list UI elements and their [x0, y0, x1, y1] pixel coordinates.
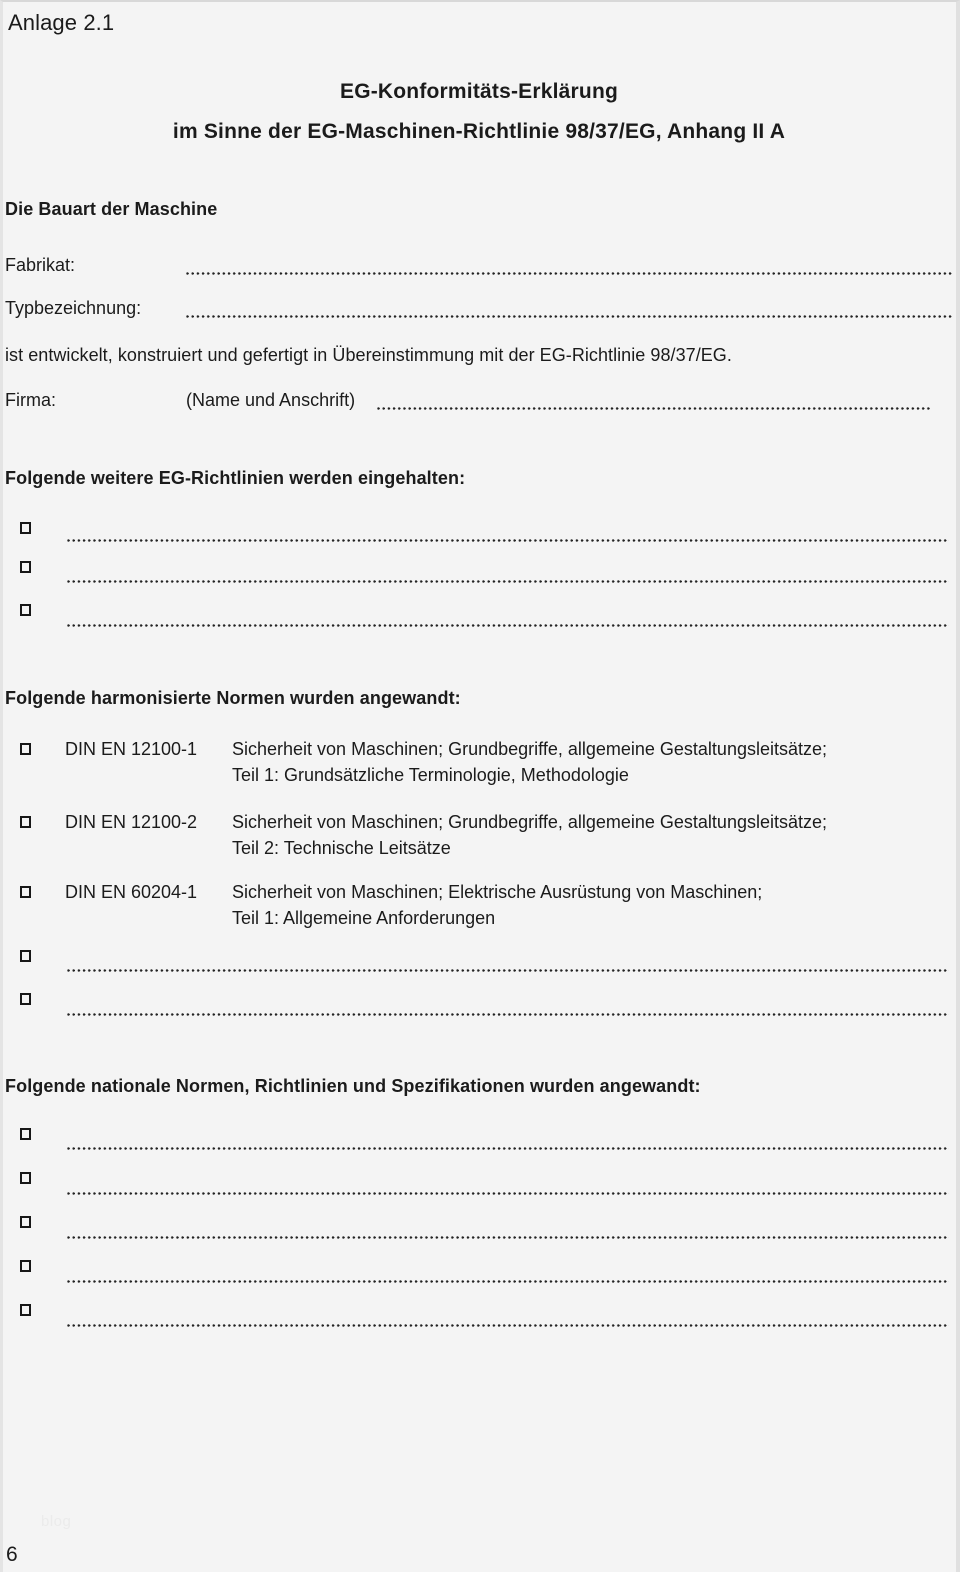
field-row-firma: Firma: (Name und Anschrift): [5, 390, 953, 416]
national-input-line-5[interactable]: [67, 1324, 949, 1327]
directive-input-line-1[interactable]: [67, 539, 949, 542]
national-checkbox-3[interactable]: [20, 1216, 31, 1228]
title-line-1: EG-Konformitäts-Erklärung: [339, 80, 619, 103]
directives-entry-list: [3, 512, 955, 632]
firma-input-line[interactable]: [377, 407, 931, 410]
harmonised-norm-code-3: DIN EN 60204-1: [65, 882, 198, 902]
page-number: 6: [6, 1543, 18, 1566]
national-checkbox-1[interactable]: [20, 1128, 31, 1140]
blog-watermark: blog: [41, 1513, 72, 1530]
harmonised-norm-checkbox-3[interactable]: [20, 886, 31, 898]
national-section-heading: Folgende nationale Normen, Richtlinien u…: [5, 1076, 701, 1096]
annex-label: Anlage 2.1: [8, 10, 115, 35]
machine-section-heading: Die Bauart der Maschine: [5, 199, 218, 219]
harmonised-blank-input-line-2[interactable]: [67, 1013, 949, 1016]
directive-input-line-2[interactable]: [67, 580, 949, 583]
typbezeichnung-label: Typbezeichnung:: [5, 298, 142, 318]
harmonised-norm-desc-1: Sicherheit von Maschinen; Grundbegriffe,…: [232, 739, 828, 759]
national-checkbox-5[interactable]: [20, 1304, 31, 1316]
harmonised-norm-row-3: DIN EN 60204-1 Sicherheit von Maschinen;…: [3, 882, 953, 934]
directive-checkbox-1[interactable]: [20, 522, 31, 534]
firma-label: Firma:: [5, 390, 56, 410]
harmonised-blank-list: [3, 950, 955, 1030]
harmonised-norm-desc-3-line2: Teil 1: Allgemeine Anforderungen: [232, 908, 496, 928]
national-input-line-1[interactable]: [67, 1147, 949, 1150]
harmonised-norm-code-2: DIN EN 12100-2: [65, 812, 198, 832]
harmonised-section-heading: Folgende harmonisierte Normen wurden ang…: [5, 688, 461, 708]
conformity-statement: ist entwickelt, konstruiert und gefertig…: [5, 345, 732, 365]
national-entry-list: [3, 1120, 955, 1327]
national-checkbox-4[interactable]: [20, 1260, 31, 1272]
directive-input-line-3[interactable]: [67, 624, 949, 627]
harmonised-norm-desc-3: Sicherheit von Maschinen; Elektrische Au…: [232, 882, 763, 902]
national-input-line-4[interactable]: [67, 1280, 949, 1283]
fabrikat-label: Fabrikat:: [5, 255, 76, 275]
harmonised-norm-checkbox-2[interactable]: [20, 816, 31, 828]
national-input-line-3[interactable]: [67, 1236, 949, 1239]
harmonised-blank-input-line-1[interactable]: [67, 969, 949, 972]
fabrikat-input-line[interactable]: [186, 272, 953, 275]
harmonised-norm-checkbox-1[interactable]: [20, 743, 31, 755]
title-line-2: im Sinne der EG-Maschinen-Richtlinie 98/…: [172, 120, 786, 143]
typbezeichnung-input-line[interactable]: [186, 315, 953, 318]
harmonised-norm-desc-2-line2: Teil 2: Technische Leitsätze: [232, 838, 451, 858]
harmonised-norm-row-2: DIN EN 12100-2 Sicherheit von Maschinen;…: [3, 812, 953, 864]
directive-checkbox-3[interactable]: [20, 604, 31, 616]
field-row-typbezeichnung: Typbezeichnung:: [5, 298, 953, 324]
harmonised-blank-checkbox-2[interactable]: [20, 993, 31, 1005]
firma-hint: (Name und Anschrift): [186, 390, 356, 410]
harmonised-norm-code-1: DIN EN 12100-1: [65, 739, 198, 759]
harmonised-blank-checkbox-1[interactable]: [20, 950, 31, 962]
national-checkbox-2[interactable]: [20, 1172, 31, 1184]
directives-section-heading: Folgende weitere EG-Richtlinien werden e…: [5, 468, 466, 488]
harmonised-norm-desc-1-line2: Teil 1: Grundsätzliche Terminologie, Met…: [232, 765, 629, 785]
document-title: EG-Konformitäts-Erklärung im Sinne der E…: [3, 80, 955, 144]
field-row-fabrikat: Fabrikat:: [5, 255, 953, 281]
harmonised-norm-desc-2: Sicherheit von Maschinen; Grundbegriffe,…: [232, 812, 828, 832]
directive-checkbox-2[interactable]: [20, 561, 31, 573]
harmonised-norm-row-1: DIN EN 12100-1 Sicherheit von Maschinen;…: [3, 739, 953, 791]
national-input-line-2[interactable]: [67, 1192, 949, 1195]
